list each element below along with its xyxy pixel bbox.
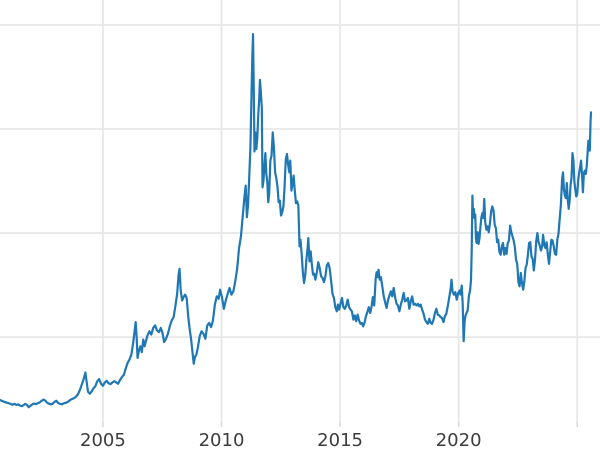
price-line-series: [0, 33, 593, 409]
x-tick-label: 2005: [80, 430, 126, 450]
x-tick-label: 2010: [199, 430, 245, 450]
x-tick-label: 2015: [317, 430, 363, 450]
x-tick-label: 2020: [436, 430, 482, 450]
